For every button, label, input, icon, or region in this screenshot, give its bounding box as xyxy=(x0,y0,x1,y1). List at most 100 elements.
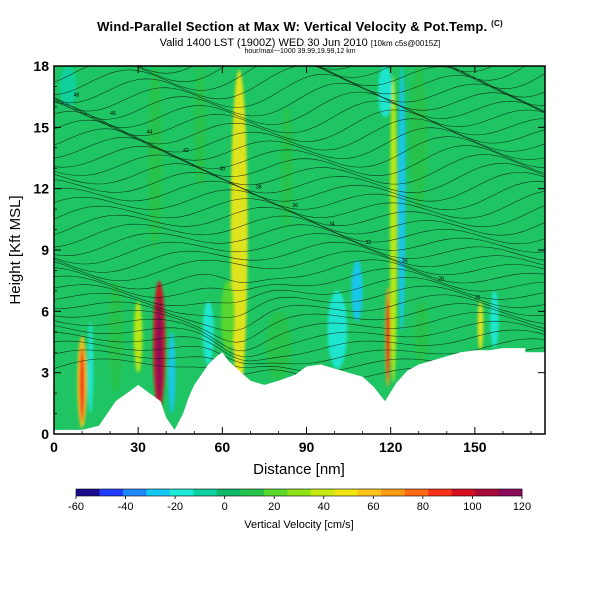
velocity-feature-15 xyxy=(414,301,429,365)
theta-label-4: 40 xyxy=(220,166,226,172)
info-subline: hour/max~-1000 39.99,19.99,12 km xyxy=(244,48,356,55)
theta-contour-4 xyxy=(54,320,545,358)
colorbar-swatch-14 xyxy=(404,489,429,496)
theta-label-7: 34 xyxy=(329,221,335,227)
x-axis: 0 30 60 90 120 150 xyxy=(50,66,532,455)
theta-label-6: 36 xyxy=(293,203,299,209)
colorbar-tick-label-6: 60 xyxy=(367,501,379,513)
theta-contour-36 xyxy=(137,66,526,81)
colorbar-tick-label-5: 40 xyxy=(318,501,330,513)
y-tick-label-6: 18 xyxy=(33,58,49,74)
theta-contour-37 xyxy=(445,66,494,73)
x-axis-title: Distance [nm] xyxy=(253,461,345,478)
velocity-core-4 xyxy=(156,296,163,400)
y-tick-label-2: 6 xyxy=(41,303,49,319)
velocity-feature-18 xyxy=(147,66,163,250)
velocity-feature-6 xyxy=(202,301,214,365)
x-tick-label-4: 120 xyxy=(379,439,403,455)
theta-contour-19 xyxy=(54,189,545,219)
theta-label-5: 38 xyxy=(256,185,262,191)
colorbar-swatch-7 xyxy=(240,489,265,496)
theta-contour-14 xyxy=(54,233,545,265)
theta-contour-34 xyxy=(54,66,545,98)
valid-time-line: Valid 1400 LST (1900Z) WED 30 Jun 2010 [… xyxy=(159,37,441,49)
theta-contour-32 xyxy=(54,74,545,113)
velocity-feature-5 xyxy=(168,331,176,414)
x-tick-label-2: 60 xyxy=(215,439,231,455)
theta-contour-23 xyxy=(54,154,545,186)
velocity-field: 48 46 44 42 40 38 36 34 32 30 28 26 xyxy=(54,66,545,434)
colorbar-frame xyxy=(75,488,523,497)
chart-title: Wind-Parallel Section at Max W: Vertical… xyxy=(97,19,503,34)
theta-contour-31 xyxy=(54,82,545,120)
theta-label-2: 44 xyxy=(147,129,153,135)
colorbar-title: Vertical Velocity [cm/s] xyxy=(244,519,353,531)
velocity-feature-8 xyxy=(220,280,235,353)
velocity-feature-19 xyxy=(194,66,206,189)
colorbar-swatch-17 xyxy=(475,489,499,496)
theta-contour-26 xyxy=(54,127,545,161)
y-tick-label-3: 9 xyxy=(41,242,49,258)
theta-contour-6 xyxy=(54,303,545,343)
colorbar-swatch-5 xyxy=(193,489,218,496)
theta-contour-9 xyxy=(54,277,545,306)
colorbar-tick-label-8: 100 xyxy=(463,501,481,513)
x-tick-label-3: 90 xyxy=(299,439,315,455)
theta-contour-16 xyxy=(54,215,545,248)
theta-label-9: 30 xyxy=(402,258,408,264)
theta-contour-8 xyxy=(54,285,545,318)
colorbar-swatch-11 xyxy=(334,489,358,496)
colorbar-swatch-12 xyxy=(357,489,382,496)
colorbar: -60 -40 -20 0 20 40 60 80 100 120 xyxy=(68,488,531,513)
velocity-feature-2 xyxy=(108,280,123,394)
velocity-feature-11 xyxy=(351,260,363,322)
theta-contour-10 xyxy=(54,268,545,298)
theta-contour-20 xyxy=(54,180,545,210)
theta-contour-29 xyxy=(54,100,545,136)
theta-contour-11 xyxy=(54,259,545,290)
x-tick-label-1: 30 xyxy=(130,439,146,455)
colorbar-tick-label-7: 80 xyxy=(417,501,429,513)
colorbar-swatch-13 xyxy=(381,489,405,496)
theta-contour-12 xyxy=(54,250,545,281)
theta-contour-15 xyxy=(54,224,545,256)
velocity-core-12 xyxy=(386,299,390,380)
colorbar-swatch-6 xyxy=(216,489,241,496)
theta-label-0: 48 xyxy=(74,93,80,99)
colorbar-swatch-18 xyxy=(498,489,523,496)
velocity-core-0 xyxy=(79,347,85,421)
theta-contour-5 xyxy=(54,312,545,352)
y-axis-title: Height [Kft MSL] xyxy=(7,195,24,304)
velocity-feature-1 xyxy=(87,321,94,414)
theta-contour-33 xyxy=(54,66,545,106)
y-tick-label-0: 0 xyxy=(41,426,49,442)
velocity-feature-16 xyxy=(477,301,484,351)
theta-label-1: 46 xyxy=(110,111,116,117)
x-tick-label-5: 150 xyxy=(463,439,487,455)
velocity-feature-23 xyxy=(59,66,77,107)
theta-contour-7 xyxy=(54,294,545,332)
velocity-feature-3 xyxy=(133,301,143,373)
colorbar-swatch-10 xyxy=(310,489,335,496)
run-info: [10km c5s@0015Z] xyxy=(370,39,441,48)
colorbar-swatch-15 xyxy=(428,489,452,496)
colorbar-swatch-9 xyxy=(287,489,312,496)
colorbar-swatch-4 xyxy=(169,489,194,496)
y-tick-label-4: 12 xyxy=(33,181,49,197)
theta-contour-18 xyxy=(54,198,545,228)
colorbar-tick-label-9: 120 xyxy=(513,501,531,513)
theta-contour-30 xyxy=(54,91,545,128)
terrain-mask xyxy=(54,348,545,434)
theta-label-11: 26 xyxy=(475,295,481,301)
theta-contour-21 xyxy=(54,172,545,202)
theta-contour-27 xyxy=(54,118,545,153)
colorbar-tick-label-2: -20 xyxy=(167,501,183,513)
theta-contour-28 xyxy=(54,109,545,145)
theta-contour-24 xyxy=(54,145,545,177)
colorbar-tick-label-4: 20 xyxy=(268,501,280,513)
x-tick-label-0: 0 xyxy=(50,439,58,455)
theta-contour-13 xyxy=(54,241,545,273)
colorbar-swatch-2 xyxy=(122,489,147,496)
